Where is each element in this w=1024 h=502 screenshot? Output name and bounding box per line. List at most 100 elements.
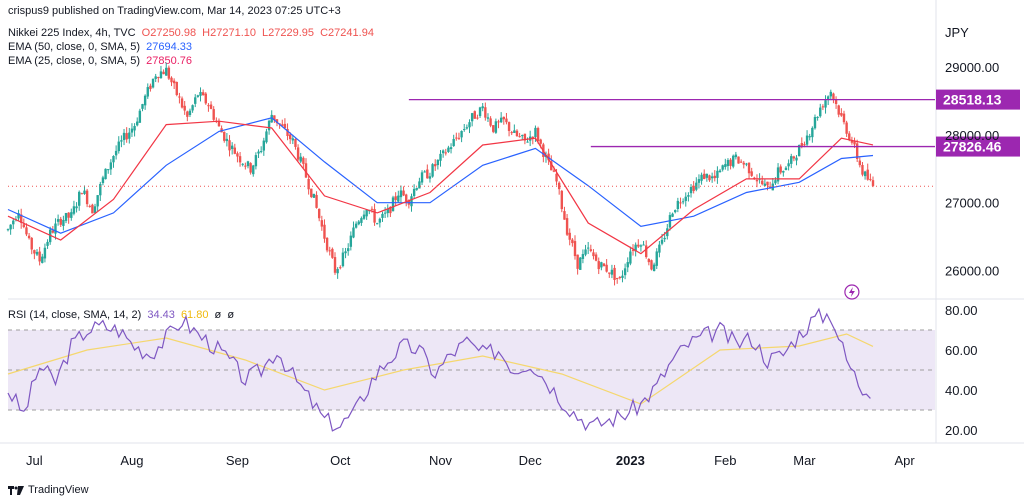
candle-body [80,193,84,195]
candle-body [581,254,585,259]
candle-body [747,162,751,174]
candle-body [681,201,685,203]
candle-body [734,154,738,158]
ema50-label: EMA (50, close, 0, SMA, 5) [8,41,141,53]
candle-body [676,200,680,209]
candle-body [217,121,221,127]
time-tick-label: Aug [120,453,143,468]
candle-body [486,117,490,119]
candle-body [228,140,231,151]
candle-body [315,194,318,208]
rsi-tick-label: 20.00 [945,423,978,438]
low-value: L27229.95 [262,27,315,39]
candle-body [526,141,529,143]
candle-body [637,244,640,247]
candle-body [708,175,711,181]
candle-body [642,244,645,246]
candle-body [230,145,234,149]
candle-body [671,213,674,217]
ema25-legend: EMA (25, close, 0, SMA, 5) 27850.76 [8,55,195,67]
candle-body [236,153,239,157]
candle-body [241,163,244,165]
candle-body [821,106,825,108]
candle-body [22,224,26,228]
candle-body [283,123,287,129]
candle-body [447,147,450,152]
candle-body [149,85,152,90]
candle-body [391,197,395,212]
ema50-value: 27694.33 [146,41,193,53]
candle-body [296,147,300,160]
candle-body [710,176,714,179]
candle-body [270,114,273,123]
candle-body [550,161,553,171]
candle-body [621,275,624,278]
candle-body [6,229,10,231]
candle-body [19,214,23,223]
symbol-line: Nikkei 225 Index, 4h, TVC O27250.98 H272… [8,27,377,39]
time-tick-label: Apr [895,453,916,468]
candle-body [824,100,827,108]
candle-body [96,195,99,207]
candle-body [265,131,268,143]
candle-body [729,159,732,166]
candle-body [133,126,136,131]
candle-body [534,127,537,138]
candle-body [586,247,590,249]
candle-body [317,208,321,219]
candle-body [724,164,727,168]
candle-body [30,237,33,250]
candle-body [151,78,155,88]
candle-body [597,261,600,270]
candle-body [608,272,611,274]
candle-body [716,170,719,178]
candle-body [521,135,524,137]
candle-body [307,178,310,190]
candle-body [861,165,864,175]
candle-body [792,156,796,159]
candle-body [165,67,168,76]
candle-body [117,141,120,152]
candle-body [776,167,780,182]
candle-body [618,276,622,278]
candle-body [267,120,271,131]
time-tick-label: Nov [429,453,453,468]
candle-body [83,190,86,194]
tradingview-footer: TradingView [8,484,89,496]
candle-body [141,104,144,109]
candle-body [25,227,28,235]
price-tick-label: 27000.00 [945,196,999,211]
candle-body [481,106,484,109]
candle-body [457,137,461,139]
ema50-line [7,117,874,234]
candle-body [613,267,616,280]
rsi-tick-label: 60.00 [945,343,978,358]
candle-body [753,177,756,179]
candle-body [275,119,279,124]
candle-body [679,202,682,204]
candle-body [204,93,207,104]
candle-body [808,136,811,138]
candle-body [157,77,160,79]
candle-body [489,118,492,126]
candle-body [658,244,661,253]
candle-body [254,155,258,167]
price-tick-label: 26000.00 [945,264,999,279]
candle-body [499,117,503,123]
candle-body [455,137,458,139]
candle-body [855,143,859,160]
candle-body [439,153,442,161]
ema50-legend: EMA (50, close, 0, SMA, 5) 27694.33 [8,41,195,53]
candle-body [687,195,690,197]
candle-body [441,150,445,154]
candle-body [162,71,165,75]
candle-body [871,180,875,186]
candle-body [299,156,302,162]
footer-brand: TradingView [28,484,89,496]
candle-body [170,77,173,83]
candle-body [378,218,382,223]
candle-body [376,223,379,225]
candle-body [209,104,213,109]
candle-body [59,218,62,225]
